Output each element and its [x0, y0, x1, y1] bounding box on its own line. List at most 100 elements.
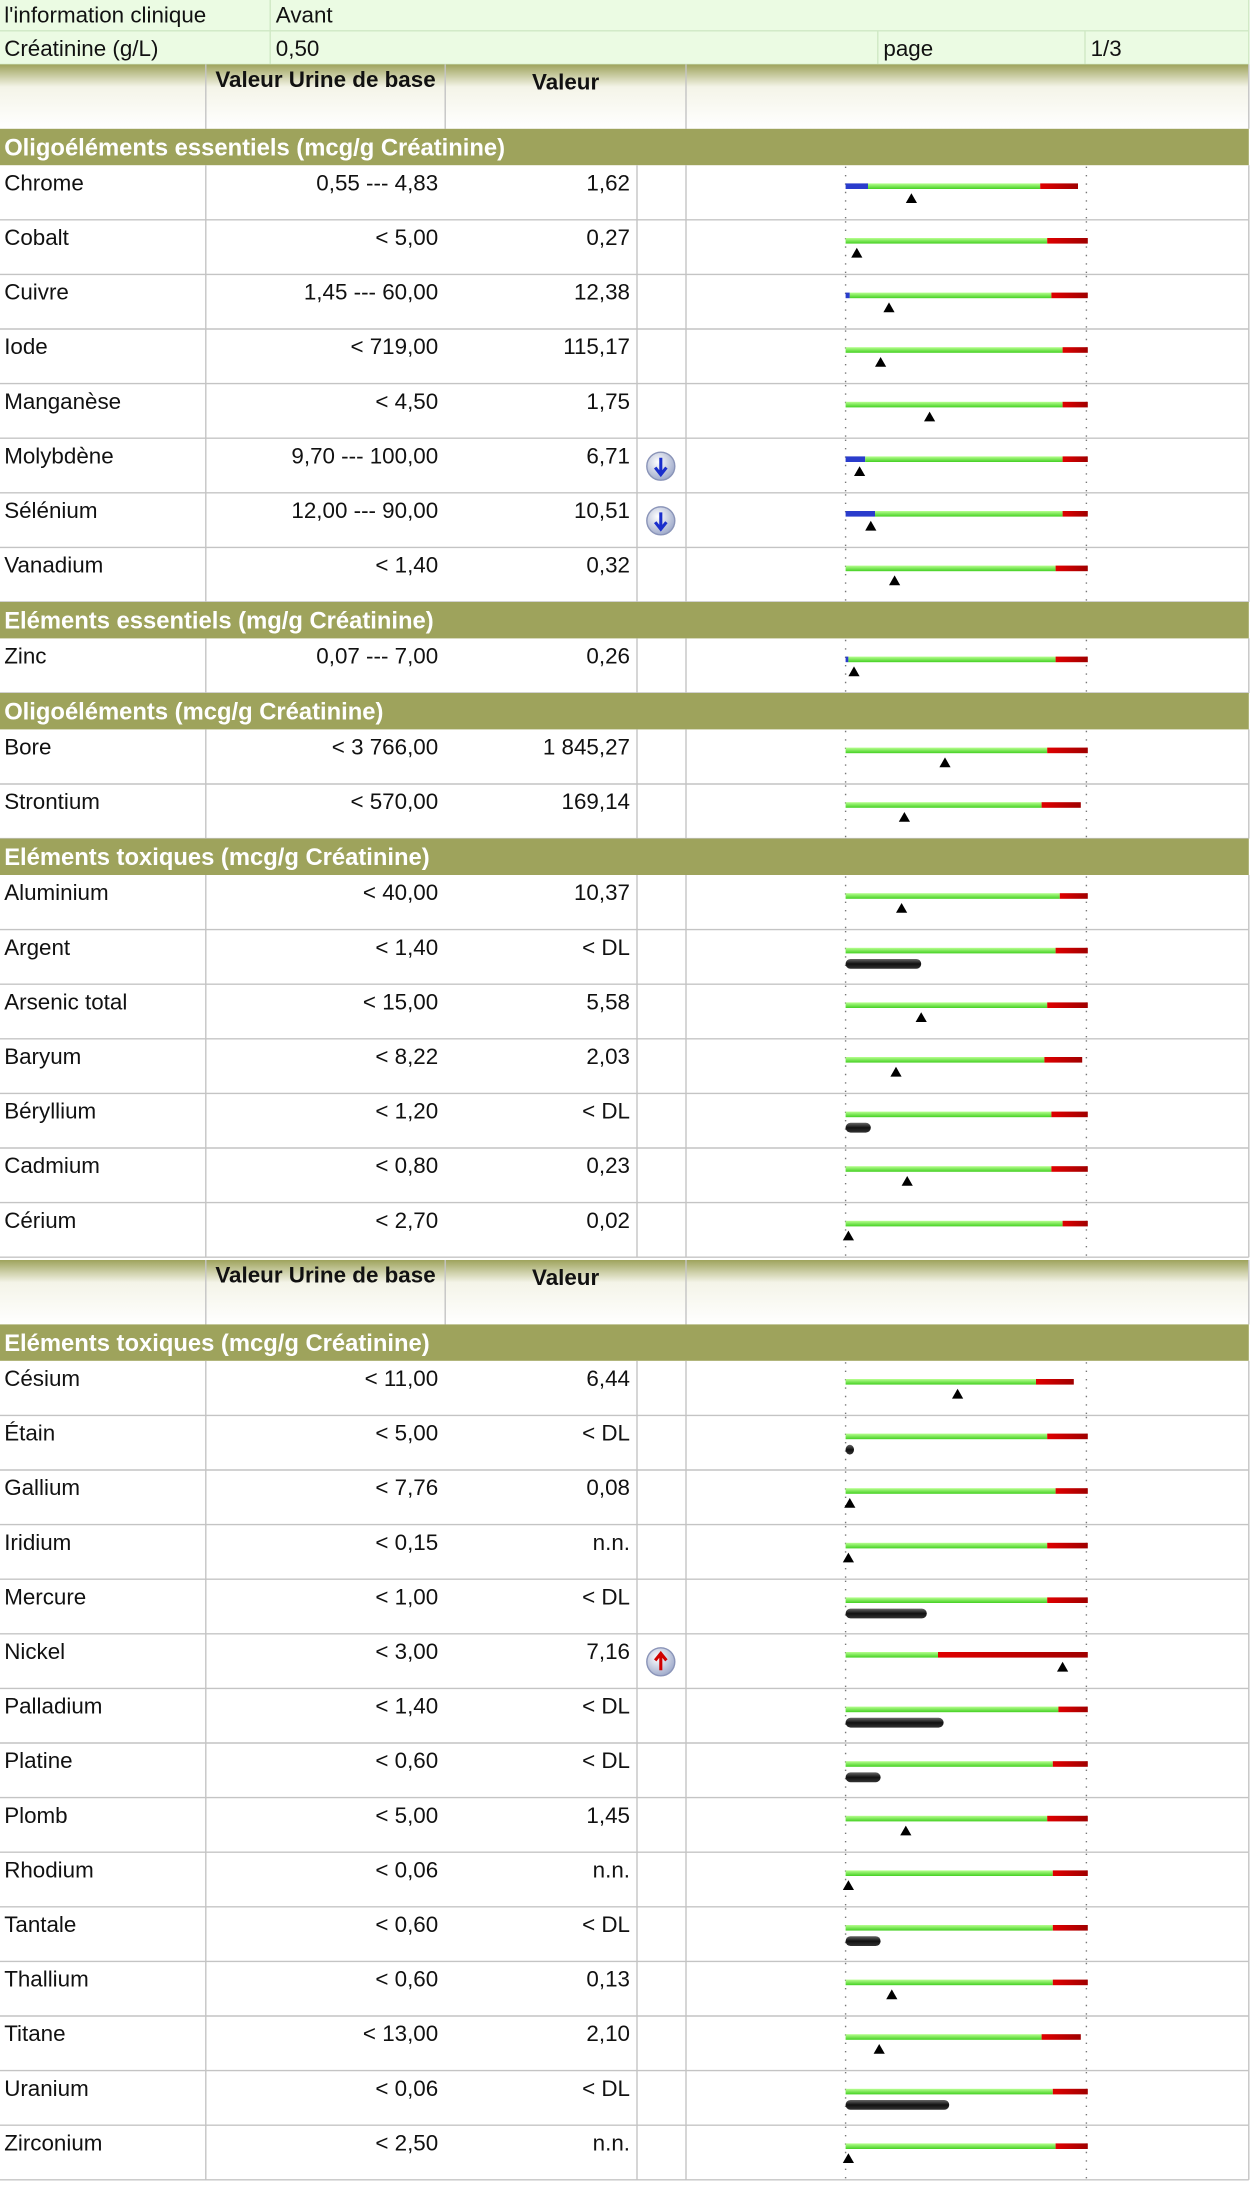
range-graphic — [844, 1040, 1088, 1092]
high-zone — [1055, 565, 1088, 572]
reference: < 0,60 — [375, 1912, 438, 1937]
normal-zone — [845, 1651, 938, 1658]
element-name: Rhodium — [4, 1857, 94, 1882]
result: 2,10 — [586, 2021, 630, 2046]
normal-zone — [845, 1378, 1036, 1385]
element-name: Sélénium — [4, 498, 97, 523]
section-band — [0, 128, 1249, 166]
high-zone — [1047, 747, 1088, 754]
element-name: Chrome — [4, 170, 84, 195]
high-zone — [937, 1651, 1088, 1658]
marker — [851, 247, 863, 258]
marker — [842, 1552, 854, 1563]
marker — [939, 757, 951, 768]
element-name: Béryllium — [4, 1099, 96, 1124]
marker — [888, 575, 901, 586]
element-name: Plomb — [4, 1803, 67, 1828]
high-zone — [1052, 1979, 1088, 1986]
reference: < 1,20 — [375, 1099, 438, 1124]
normal-zone — [865, 456, 1063, 462]
range-graphic — [844, 275, 1088, 328]
flag-arrow — [653, 457, 668, 478]
reference: < 0,60 — [375, 1967, 438, 1992]
element-name: Strontium — [4, 789, 100, 814]
result: n.n. — [593, 2130, 630, 2155]
flag-arrow — [653, 1650, 668, 1671]
below-limit-bar — [845, 1717, 944, 1728]
result: 6,71 — [586, 443, 630, 468]
marker — [848, 666, 860, 677]
header-box: Valeur Urine de base — [215, 1264, 435, 1288]
result: 115,17 — [563, 334, 630, 359]
normal-zone — [845, 1761, 1053, 1767]
section-title: Oligoéléments essentiels (mcg/g Créatini… — [4, 134, 505, 161]
range-graphic — [844, 930, 1088, 983]
normal-zone — [845, 565, 1056, 572]
header-label: Valeur Urine de base — [215, 68, 436, 93]
reference: < 2,70 — [375, 1208, 438, 1233]
reference: < 0,80 — [375, 1153, 438, 1178]
marker — [886, 1989, 898, 2000]
marker — [898, 811, 910, 822]
element-name: Cuivre — [4, 280, 69, 305]
info-cell: 0,50 — [276, 36, 320, 61]
element-name: Arsenic total — [4, 989, 127, 1014]
range-graphic — [842, 2126, 1088, 2179]
normal-zone — [845, 1002, 1048, 1008]
reference: < 4,50 — [375, 389, 438, 414]
normal-zone — [845, 237, 1048, 244]
marker — [900, 1825, 912, 1836]
range-graphic — [844, 1416, 1088, 1469]
normal-zone — [849, 292, 1052, 299]
result: 6,44 — [586, 1366, 630, 1391]
result: < DL — [582, 1694, 630, 1719]
range-graphic — [844, 221, 1088, 273]
low-zone — [845, 292, 850, 299]
element-name: Tantale — [4, 1912, 76, 1937]
marker — [844, 1497, 856, 1508]
marker — [890, 1066, 902, 1077]
result: n.n. — [593, 1530, 630, 1555]
info-cell: 1/3 — [1091, 36, 1122, 61]
element-name: Gallium — [4, 1475, 80, 1500]
section-title: Eléments toxiques (mcg/g Créatinine) — [4, 1330, 430, 1357]
reference: < 40,00 — [363, 880, 438, 905]
normal-zone — [845, 893, 1060, 899]
reference: < 3 766,00 — [332, 735, 438, 760]
normal-zone — [845, 1815, 1048, 1822]
element-name: Aluminium — [4, 880, 108, 905]
reference: < 15,00 — [363, 989, 438, 1014]
low-zone — [845, 183, 868, 189]
below-limit-bar — [845, 1608, 927, 1619]
below-limit-bar — [845, 1444, 854, 1455]
marker — [1056, 1661, 1069, 1672]
marker — [883, 302, 895, 313]
range-graphic — [844, 2071, 1088, 2124]
marker — [873, 2043, 885, 2054]
normal-zone — [845, 1111, 1052, 1118]
element-name: Uranium — [4, 2076, 89, 2101]
high-zone — [1055, 2143, 1088, 2149]
element-name: Mercure — [4, 1584, 86, 1609]
high-zone — [1062, 456, 1088, 462]
reference: 12,00 --- 90,00 — [291, 498, 438, 523]
result: 0,26 — [586, 644, 630, 669]
range-graphic — [844, 876, 1088, 929]
marker — [901, 1175, 913, 1186]
result: 2,03 — [586, 1044, 630, 1069]
range-graphic — [646, 439, 1088, 492]
range-graphic — [844, 1962, 1088, 2015]
normal-zone — [845, 1488, 1056, 1494]
high-zone — [1035, 1378, 1074, 1385]
normal-zone — [845, 2143, 1056, 2149]
result: 1 845,27 — [543, 735, 630, 760]
low-zone — [845, 656, 849, 663]
range-graphic — [844, 1689, 1088, 1742]
normal-zone — [845, 747, 1048, 754]
element-name: Étain — [4, 1421, 55, 1446]
marker — [923, 411, 936, 422]
range-graphic — [842, 1203, 1088, 1256]
element-name: Cobalt — [4, 225, 69, 250]
below-limit-bar — [845, 1936, 881, 1946]
reference: 9,70 --- 100,00 — [291, 443, 438, 468]
